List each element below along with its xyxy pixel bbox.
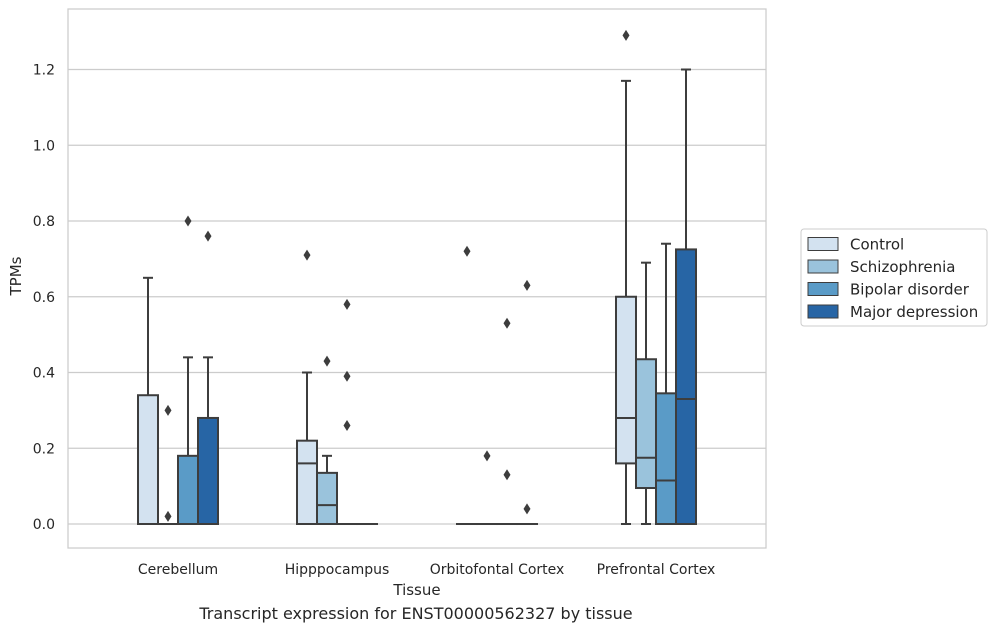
box-plot-group	[496, 317, 518, 526]
box-plot-group	[177, 215, 199, 526]
box	[655, 392, 677, 525]
x-tick-label: Hipppocampus	[285, 562, 390, 578]
box-plot-group	[675, 68, 697, 525]
legend-swatch	[807, 259, 839, 274]
y-tick-labels: 0.0 0.2 0.4 0.6 0.8 1.0 1.2	[33, 63, 55, 534]
plot-frame	[67, 8, 767, 549]
box-plot-group	[316, 355, 338, 525]
box-plot-group	[516, 279, 538, 526]
outlier-point	[523, 503, 531, 515]
box-plot-group	[336, 298, 358, 526]
box-plot-group	[476, 450, 498, 526]
legend-entry: Major depression	[850, 303, 978, 321]
legend-swatch	[807, 304, 839, 319]
y-tick-label: 0.6	[33, 290, 55, 306]
outlier-point	[483, 450, 491, 462]
box-plot-group	[137, 276, 159, 525]
box-plot-group	[456, 245, 478, 526]
x-tick-label: Cerebellum	[138, 562, 218, 578]
box	[675, 248, 697, 525]
chart-caption: Transcript expression for ENST0000056232…	[199, 604, 633, 623]
outlier-point	[303, 249, 311, 261]
legend-entry: Bipolar disorder	[850, 281, 970, 299]
x-axis-label: Tissue	[392, 581, 440, 599]
box	[197, 416, 219, 526]
x-tick-label: Prefrontal Cortex	[597, 562, 716, 578]
outlier-point	[164, 510, 172, 522]
y-axis-label: TPMs	[7, 256, 25, 296]
box-plot-series	[137, 29, 697, 526]
box-plot-group	[635, 261, 657, 525]
x-tick-labels: Cerebellum Hipppocampus Orbitofontal Corte…	[138, 562, 715, 578]
legend-entry: Control	[850, 236, 904, 254]
gridlines	[68, 68, 766, 525]
legend: Control Schizophrenia Bipolar disorder Majo…	[800, 228, 988, 327]
box-plot-group	[296, 249, 318, 525]
legend-entry: Schizophrenia	[850, 258, 955, 276]
y-tick-label: 0.4	[33, 366, 55, 382]
outlier-point	[184, 215, 192, 227]
x-tick-label: Orbitofontal Cortex	[430, 562, 565, 578]
outlier-point	[523, 279, 531, 291]
box	[296, 439, 318, 525]
box	[316, 471, 338, 525]
legend-frame	[800, 228, 988, 327]
box	[177, 454, 199, 526]
y-tick-label: 1.0	[33, 138, 55, 154]
outlier-point	[164, 404, 172, 416]
box	[635, 358, 657, 490]
outlier-point	[463, 245, 471, 257]
box-plot-group	[655, 242, 677, 525]
outlier-point	[343, 420, 351, 432]
box-plot-group	[157, 404, 179, 526]
box	[615, 295, 637, 465]
y-tick-label: 0.0	[33, 517, 55, 533]
outlier-point	[622, 29, 630, 41]
box-plot-group	[615, 29, 637, 525]
y-tick-label: 0.2	[33, 441, 55, 457]
box-plot-group	[197, 230, 219, 526]
outlier-point	[343, 370, 351, 382]
legend-swatch	[807, 282, 839, 296]
outlier-point	[503, 469, 511, 481]
legend-swatch	[807, 237, 839, 251]
outlier-point	[503, 317, 511, 329]
y-tick-label: 1.2	[33, 63, 55, 79]
y-tick-label: 0.8	[33, 214, 55, 230]
outlier-point	[323, 355, 331, 367]
outlier-point	[343, 298, 351, 310]
box	[137, 394, 159, 525]
outlier-point	[204, 230, 212, 242]
